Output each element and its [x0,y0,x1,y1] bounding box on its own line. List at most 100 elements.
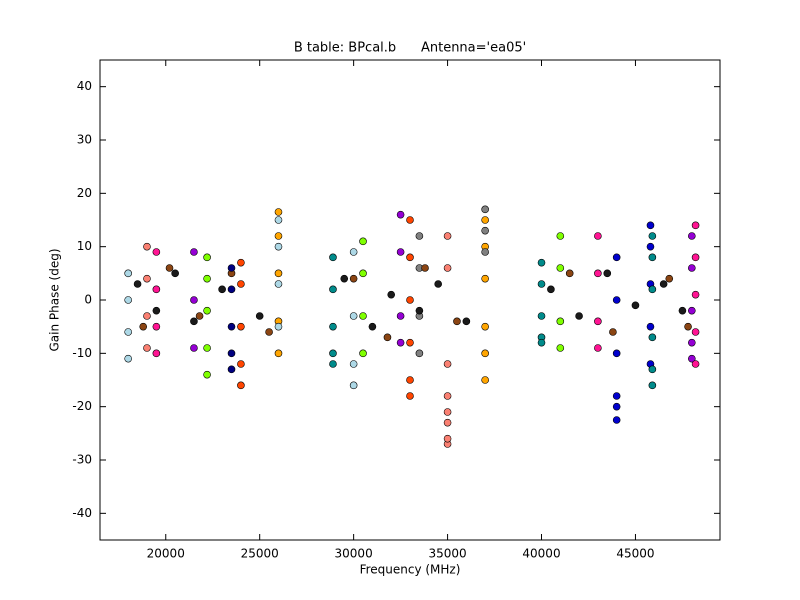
data-point [415,232,424,240]
data-point [383,333,392,342]
data-point [203,370,211,379]
data-point [547,285,555,294]
data-point [329,285,337,294]
data-point [349,312,358,320]
data-point [612,416,621,424]
data-point [133,280,142,288]
data-point [481,226,489,235]
data-point [152,285,161,294]
x-tick-label: 20000 [147,547,185,561]
data-point [612,392,621,400]
data-point [203,274,211,283]
data-point [691,360,700,368]
data-point [406,253,414,262]
data-point [684,322,692,331]
data-point [203,253,211,262]
data-point [612,349,621,358]
data-point [481,274,489,283]
data-point [659,280,668,288]
data-point [688,306,696,315]
y-tick-label: 10 [77,239,92,253]
data-point [443,392,452,400]
data-point [349,248,358,256]
data-point [648,333,657,342]
data-point [359,237,367,246]
data-point [255,312,264,320]
y-tick-label: 30 [77,133,92,147]
data-point [688,354,696,363]
y-tick-label: -40 [72,506,92,520]
data-point [481,205,489,214]
data-point [612,253,621,262]
data-point [648,232,657,240]
data-point [152,306,161,315]
data-point [152,322,161,331]
data-point [691,290,700,299]
data-point [612,296,621,304]
data-point [481,216,489,224]
data-point [396,338,405,347]
x-tick-label: 30000 [335,547,373,561]
data-point [556,264,565,272]
data-point [443,264,452,272]
data-point [434,280,442,288]
data-point [237,280,245,288]
x-tick-label: 45000 [616,547,654,561]
data-point [406,338,414,347]
data-point [396,210,405,219]
data-point [648,365,657,374]
data-point [406,392,414,400]
data-point [443,418,452,427]
data-point [237,360,245,368]
data-point [329,253,337,262]
data-point [481,248,489,256]
points [124,205,700,448]
y-tick-label: -10 [72,346,92,360]
data-point [237,322,245,331]
data-point [139,322,148,331]
data-point [396,312,405,320]
data-point [594,317,602,326]
data-point [171,269,179,278]
data-point [537,258,546,267]
data-point [152,349,161,358]
data-point [565,269,574,278]
data-point [594,232,602,240]
data-point [631,301,640,310]
data-point [688,232,696,240]
data-point [368,322,377,331]
data-point [678,306,687,315]
data-point [329,360,337,368]
data-point [665,274,674,283]
data-point [143,274,151,283]
data-point [143,242,151,251]
data-point [165,264,174,272]
data-point [691,221,700,230]
data-point [349,274,358,283]
data-point [359,349,367,358]
data-point [612,402,621,411]
data-point [190,248,198,256]
y-tick-label: -20 [72,399,92,413]
data-point [415,306,424,315]
data-point [349,381,358,390]
data-point [556,317,565,326]
data-point [143,312,151,320]
data-point [203,344,211,352]
data-point [349,360,358,368]
data-point [603,269,612,278]
data-point [329,349,337,358]
data-point [124,328,132,336]
data-point [537,280,546,288]
data-point [481,376,489,384]
data-point [646,221,655,230]
data-point [688,338,696,347]
data-point [462,317,471,326]
data-point [227,365,236,374]
data-point [152,248,161,256]
y-tick-label: -30 [72,453,92,467]
data-point [124,296,132,304]
x-tick-label: 35000 [428,547,466,561]
